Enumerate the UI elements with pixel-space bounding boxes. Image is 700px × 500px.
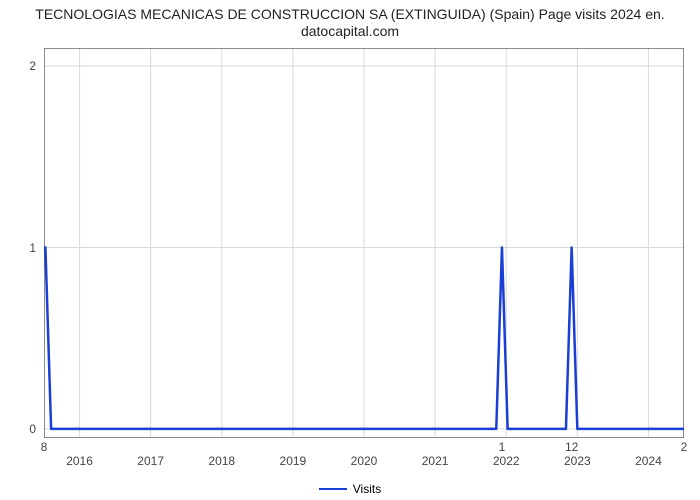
chart-plot — [44, 48, 684, 438]
x-tick-label: 2024 — [635, 454, 662, 468]
secondary-count-label: 2 — [681, 440, 688, 454]
legend-label: Visits — [353, 482, 381, 496]
x-tick-label: 2016 — [66, 454, 93, 468]
y-tick-label: 0 — [29, 422, 36, 436]
x-tick-label: 2017 — [137, 454, 164, 468]
x-tick-label: 2022 — [493, 454, 520, 468]
x-tick-label: 2019 — [280, 454, 307, 468]
y-tick-label: 2 — [29, 59, 36, 73]
secondary-count-label: 1 — [499, 440, 506, 454]
secondary-count-label: 12 — [565, 440, 578, 454]
legend-swatch — [319, 488, 347, 490]
chart-container: TECNOLOGIAS MECANICAS DE CONSTRUCCION SA… — [0, 0, 700, 500]
x-tick-label: 2018 — [208, 454, 235, 468]
x-tick-label: 2021 — [422, 454, 449, 468]
x-tick-label: 2020 — [351, 454, 378, 468]
y-tick-label: 1 — [29, 241, 36, 255]
chart-title: TECNOLOGIAS MECANICAS DE CONSTRUCCION SA… — [0, 6, 700, 40]
x-tick-label: 2023 — [564, 454, 591, 468]
chart-legend: Visits — [0, 482, 700, 496]
secondary-count-label: 8 — [41, 440, 48, 454]
